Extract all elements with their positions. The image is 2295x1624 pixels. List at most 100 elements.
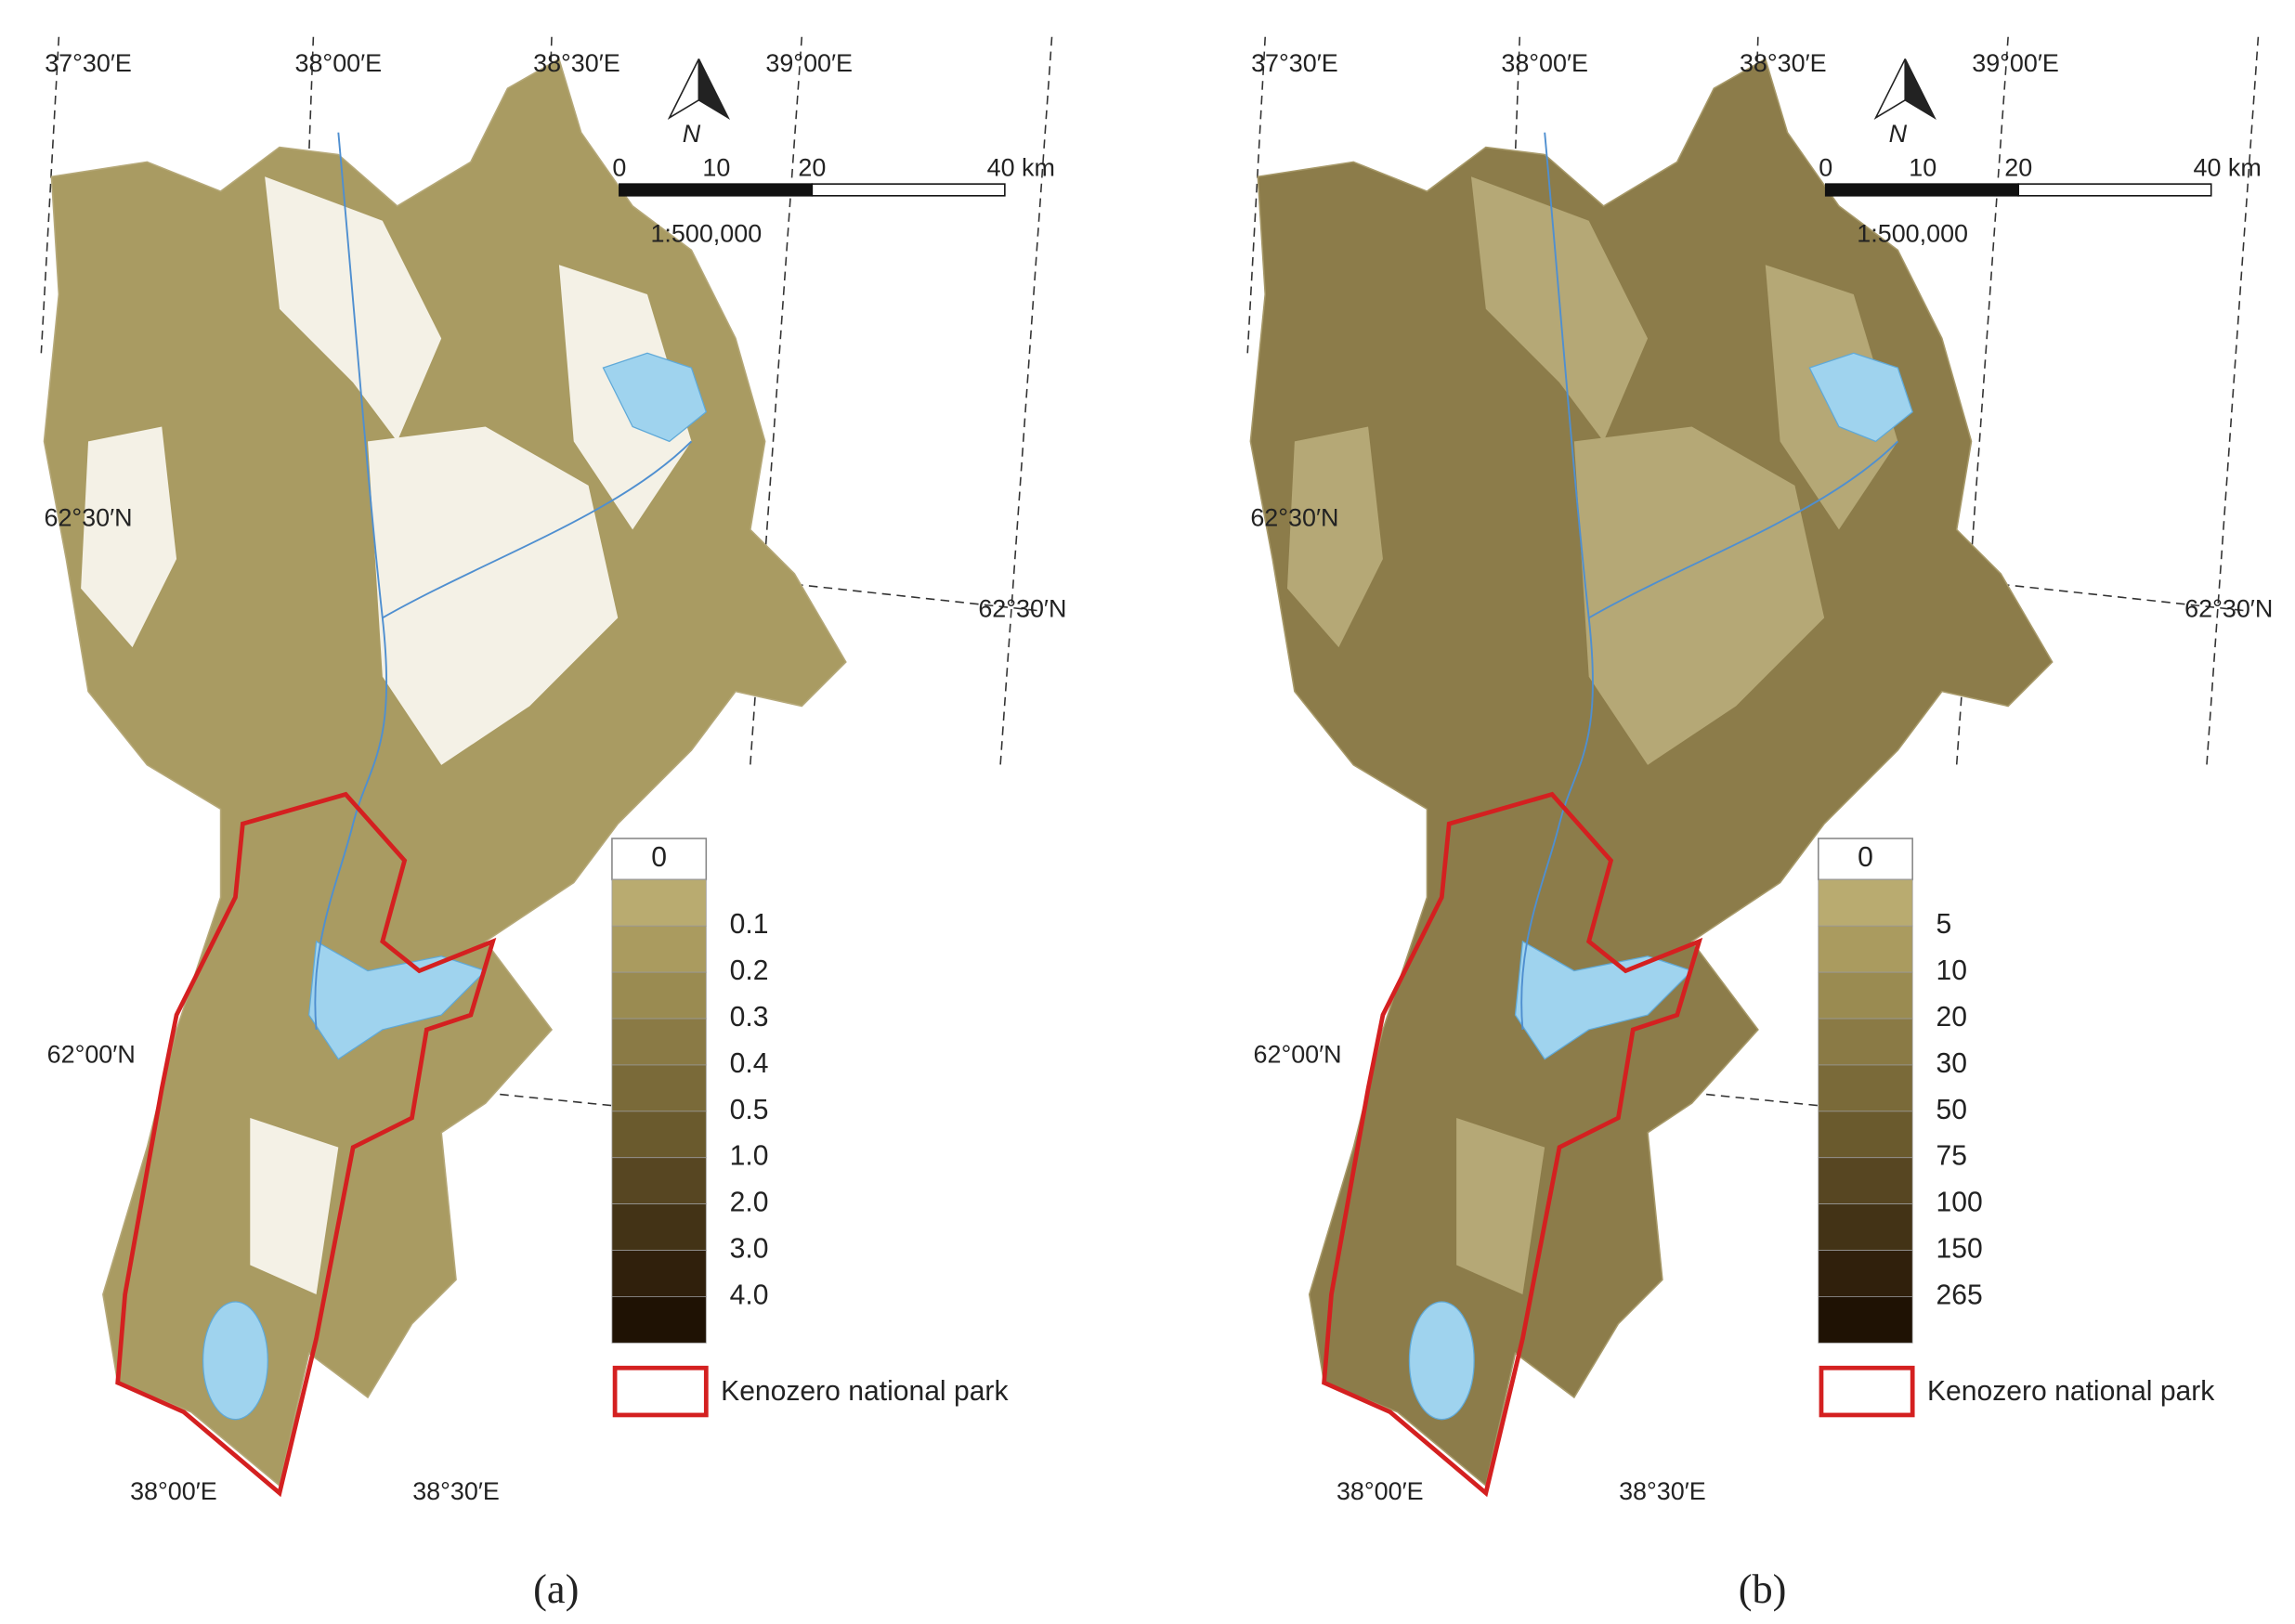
scale-tick: 0	[1819, 153, 1832, 181]
scale-bar	[2017, 183, 2212, 197]
legend-swatch	[1818, 1203, 1913, 1251]
legend-swatch	[1818, 1064, 1913, 1112]
texture-patch	[367, 426, 619, 765]
graticule	[300, 36, 315, 354]
legend-label: Kenozero national park	[1927, 1376, 2215, 1407]
latitude-label: 62°00′N	[47, 1041, 136, 1069]
legend-label: 30	[1936, 1048, 1967, 1079]
scale-tick: 20	[2004, 153, 2032, 181]
graticule	[1506, 36, 1521, 354]
legend-label: 100	[1936, 1188, 1983, 1218]
legend-label: 50	[1936, 1095, 1967, 1125]
longitude-label: 38°30′E	[1619, 1477, 1706, 1505]
north-arrow	[1904, 58, 1936, 120]
park-boundary	[1322, 791, 1703, 1498]
scale-ratio: 1:500,000	[1857, 220, 1968, 248]
legend-swatch	[1818, 925, 1913, 973]
park-boundary	[115, 791, 497, 1498]
texture-patch	[1456, 1117, 1545, 1295]
legend-label: 1.0	[730, 1141, 769, 1172]
region	[1249, 58, 2054, 1488]
legend-swatch	[611, 925, 707, 973]
north-arrow	[667, 58, 700, 120]
legend-swatch	[611, 1018, 707, 1066]
legend-park-swatch	[612, 1365, 709, 1418]
lake	[1408, 1301, 1475, 1421]
longitude-label: 39°00′E	[1972, 49, 2059, 77]
legend-swatch	[611, 1111, 707, 1159]
legend-swatch	[611, 1203, 707, 1251]
longitude-label: 38°00′E	[130, 1477, 217, 1505]
map-panel: 37°30′E 38°00′E 38°30′E 39°00′E 62°30′N 62°30…	[40, 36, 1066, 1612]
texture-patch	[81, 426, 177, 648]
longitude-label: 38°30′E	[412, 1477, 500, 1505]
lake	[202, 1301, 268, 1421]
scale-tick: 0	[612, 153, 626, 181]
legend-label: 75	[1936, 1141, 1967, 1172]
legend-label: 265	[1936, 1280, 1983, 1310]
scale-bar	[619, 183, 814, 197]
texture-patch	[250, 1117, 339, 1295]
panel-caption: (b)	[1739, 1566, 1787, 1612]
scale-tick: 40 km	[2193, 153, 2261, 181]
graticule	[999, 36, 1053, 765]
north-arrow	[698, 58, 730, 120]
lake	[1514, 940, 1693, 1060]
legend-label: Kenozero national park	[721, 1376, 1009, 1407]
scale-ratio: 1:500,000	[650, 220, 762, 248]
lake	[602, 352, 708, 443]
graticule	[764, 580, 1037, 612]
scale-tick: 10	[1909, 153, 1936, 181]
texture-patch	[1573, 426, 1825, 765]
legend-swatch	[1818, 1111, 1913, 1159]
legend-label: 10	[1936, 955, 1967, 986]
legend-label: 150	[1936, 1233, 1983, 1264]
graticule	[2206, 36, 2260, 765]
graticule	[40, 36, 60, 354]
legend-label: 0	[651, 842, 667, 873]
legend-label: 0.4	[730, 1048, 769, 1079]
legend-swatch	[1818, 1296, 1913, 1344]
legend-label: 4.0	[730, 1280, 769, 1310]
longitude-label: 38°00′E	[295, 49, 383, 77]
north-label: N	[1889, 120, 1908, 148]
scale-bar	[811, 183, 1006, 197]
legend-swatch	[611, 1157, 707, 1205]
legend-label: 0.2	[730, 955, 769, 986]
legend-swatch	[1818, 1250, 1913, 1297]
legend-label: 0	[1858, 842, 1873, 873]
legend-label: 3.0	[730, 1233, 769, 1264]
scale-tick: 40 km	[987, 153, 1055, 181]
legend-label: 20	[1936, 1002, 1967, 1033]
longitude-label: 38°30′E	[1740, 49, 1827, 77]
graticule	[1246, 36, 1267, 354]
graticule	[1971, 580, 2244, 612]
river	[1520, 132, 1898, 1031]
scale-tick: 10	[702, 153, 730, 181]
scale-bar	[1824, 183, 2020, 197]
legend-park-swatch	[1819, 1365, 1915, 1418]
legend-swatch	[611, 878, 707, 927]
map-panel: 37°30′E 38°00′E 38°30′E 39°00′E 62°30′N 62°30…	[1246, 36, 2273, 1612]
texture-patch	[1286, 426, 1383, 648]
legend-swatch	[611, 1296, 707, 1344]
legend-swatch	[1818, 878, 1913, 927]
legend-label: 5	[1936, 909, 1952, 940]
latitude-label: 62°30′N	[1250, 503, 1338, 531]
legend-label: 0.3	[730, 1002, 769, 1033]
legend-swatch	[611, 1064, 707, 1112]
latitude-label: 62°30′N	[2184, 595, 2273, 623]
longitude-label: 38°00′E	[1337, 1477, 1424, 1505]
latitude-label: 62°00′N	[1254, 1041, 1342, 1069]
legend-swatch	[1818, 838, 1913, 881]
longitude-label: 38°00′E	[1501, 49, 1588, 77]
legend-swatch	[611, 1250, 707, 1297]
longitude-label: 38°30′E	[533, 49, 620, 77]
region	[43, 58, 847, 1488]
lake	[1808, 352, 1913, 443]
river	[314, 132, 693, 1031]
latitude-label: 62°30′N	[44, 503, 132, 531]
north-label: N	[683, 120, 701, 148]
legend-swatch	[1818, 1157, 1913, 1205]
